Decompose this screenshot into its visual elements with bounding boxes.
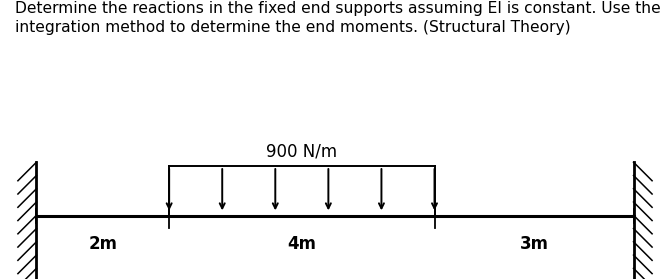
Text: 4m: 4m [287, 235, 316, 253]
Text: 900 N/m: 900 N/m [266, 143, 338, 161]
Text: integration method to determine the end moments. (Structural Theory): integration method to determine the end … [15, 20, 570, 35]
Text: 2m: 2m [88, 235, 117, 253]
Text: Determine the reactions in the fixed end supports assuming EI is constant. Use t: Determine the reactions in the fixed end… [15, 1, 661, 17]
Text: 3m: 3m [519, 235, 549, 253]
